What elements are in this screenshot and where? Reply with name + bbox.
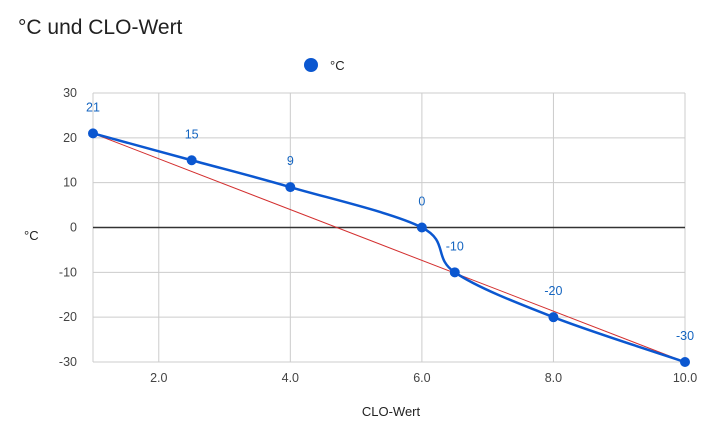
chart-title: °C und CLO-Wert xyxy=(18,16,183,39)
data-labels: 21 15 9 0 -10 -20 -30 xyxy=(86,100,694,343)
x-tick-label: 4.0 xyxy=(282,371,299,385)
data-label: -10 xyxy=(446,239,464,253)
data-point xyxy=(88,128,98,139)
y-tick-label: -10 xyxy=(59,265,77,279)
y-tick-label: -20 xyxy=(59,310,77,324)
data-points xyxy=(88,128,690,367)
x-axis-ticks: 2.0 4.0 6.0 8.0 10.0 xyxy=(150,371,697,385)
legend-marker xyxy=(304,58,318,72)
y-axis-title: °C xyxy=(24,228,39,243)
x-tick-label: 8.0 xyxy=(545,371,562,385)
trendline xyxy=(92,132,686,363)
data-point xyxy=(186,155,197,166)
data-point xyxy=(449,267,460,278)
y-tick-label: 20 xyxy=(63,131,77,145)
x-tick-label: 2.0 xyxy=(150,371,167,385)
x-tick-label: 6.0 xyxy=(413,371,430,385)
data-point xyxy=(680,357,690,367)
data-point xyxy=(416,222,427,233)
y-tick-label: 30 xyxy=(63,86,77,100)
data-label: -20 xyxy=(544,284,562,298)
data-label: 15 xyxy=(185,127,199,141)
data-point xyxy=(548,312,559,323)
y-tick-label: 10 xyxy=(63,176,77,190)
x-axis-title: CLO-Wert xyxy=(362,404,421,419)
x-tick-label: 10.0 xyxy=(673,371,697,385)
y-tick-label: -30 xyxy=(59,355,77,369)
y-axis-ticks: 30 20 10 0 -10 -20 -30 xyxy=(59,86,77,369)
legend-label: °C xyxy=(330,58,345,73)
data-label: 9 xyxy=(287,154,294,168)
y-tick-label: 0 xyxy=(70,221,77,235)
data-label: -30 xyxy=(676,329,694,343)
data-point xyxy=(285,182,296,193)
data-label: 0 xyxy=(418,195,425,209)
data-label: 21 xyxy=(86,100,100,114)
legend[interactable]: °C xyxy=(304,58,345,73)
